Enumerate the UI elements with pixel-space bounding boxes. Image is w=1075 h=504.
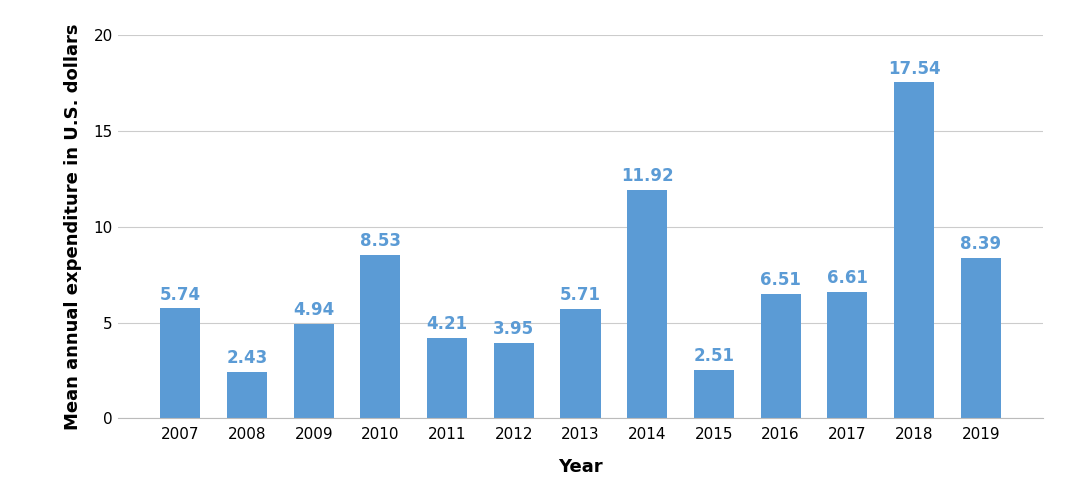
Text: 2.43: 2.43 [227,349,268,367]
Bar [560,309,601,418]
Text: 4.94: 4.94 [293,301,334,319]
Text: 8.39: 8.39 [960,235,1001,253]
Bar [227,372,267,418]
Text: 2.51: 2.51 [693,347,734,365]
Bar [293,324,333,418]
Bar [627,190,668,418]
Text: 4.21: 4.21 [427,315,468,333]
X-axis label: Year: Year [558,458,603,476]
Bar [961,258,1001,418]
Text: 17.54: 17.54 [888,59,941,78]
Bar [427,338,468,418]
Y-axis label: Mean annual expenditure in U.S. dollars: Mean annual expenditure in U.S. dollars [64,24,83,430]
Text: 5.74: 5.74 [160,286,201,303]
Text: 6.51: 6.51 [760,271,801,289]
Text: 6.61: 6.61 [827,269,868,287]
Bar [693,370,734,418]
Bar [160,308,200,418]
Bar [761,294,801,418]
Bar [360,255,400,418]
Bar [894,82,934,418]
Text: 3.95: 3.95 [493,320,534,338]
Bar [828,292,868,418]
Text: 11.92: 11.92 [621,167,674,185]
Text: 8.53: 8.53 [360,232,401,250]
Bar [493,343,534,418]
Text: 5.71: 5.71 [560,286,601,304]
